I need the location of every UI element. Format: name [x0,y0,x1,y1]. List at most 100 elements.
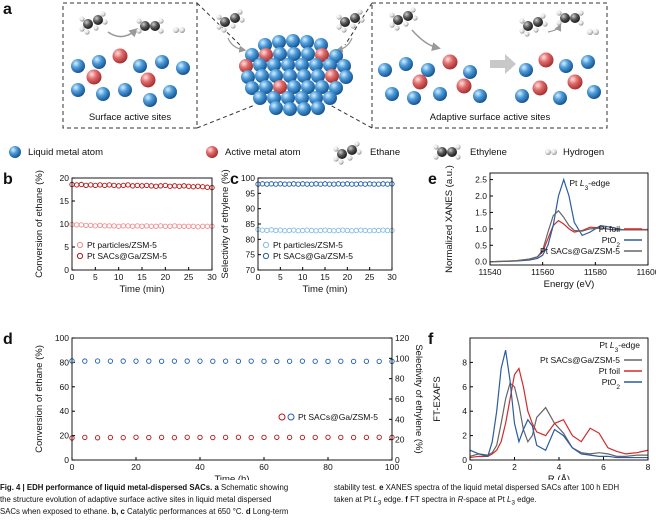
caption-text: b, c [111,507,125,516]
zoom-line [329,104,373,129]
data-point [153,223,159,229]
data-point [371,181,377,187]
data-point [116,223,122,229]
y-tick-label: 0 [64,265,69,275]
caption-text: Fig. 4 | EDH performance of liquid metal… [0,483,213,492]
y-tick-label: 2 [462,431,467,441]
caption-text: -space at Pt [463,495,505,504]
data-point [274,434,280,440]
data-point [268,181,275,187]
data-point [181,183,187,189]
data-point [376,358,382,365]
y-tick-label: 2.5 [475,175,487,185]
y-tick-label: 1.5 [475,207,487,217]
x-tick-label: 6 [601,462,606,472]
caption-text: edge. [517,495,537,504]
y-tick-label: 4 [462,406,467,416]
data-point [222,434,229,441]
data-point [82,434,88,441]
x-axis-label: R (Å) [548,474,570,480]
data-point [171,358,178,364]
data-point [326,181,333,187]
data-point [116,183,122,189]
annotation-part: Pt [569,178,578,188]
data-point [197,358,203,364]
data-point [148,183,154,189]
panel-letter: d [3,331,13,348]
caption-text: edge. [383,495,404,504]
data-point [304,227,310,233]
data-point [92,223,98,229]
x-tick-label: 15 [137,272,147,282]
x-tick-label: 100 [385,462,399,472]
legend-text: Liquid metal atom [28,147,103,158]
legend-text: Pt SACs@Ga/ZSM-5 [540,246,620,256]
caption-text: a [214,483,219,492]
legend-text: Pt SACs@Ga/ZSM-5 [87,251,167,261]
data-point [331,181,337,187]
y-tick-label: 40 [60,406,70,416]
x-tick-label: 20 [131,462,141,472]
data-point [181,223,187,229]
data-point [259,227,266,233]
legend-text: Pt particles/ZSM-5 [87,240,157,250]
y-tick-label: 100 [55,333,69,343]
caption-text: d [245,507,251,516]
data-point [144,182,150,189]
data-point [353,227,359,234]
caption-text: f [405,495,408,504]
zoom-line [196,104,256,129]
panel-letter: c [230,171,239,188]
cluster [239,34,353,116]
data-point [78,181,84,188]
data-point [291,227,297,233]
data-point [102,182,108,189]
data-point [335,227,342,234]
data-point [312,434,318,441]
y-axis-label: Normalized XANES (a.u.) [444,165,455,273]
data-point [363,358,370,364]
plot-frame [489,172,649,266]
x-axis-label: Time (min) [119,284,164,295]
data-point [259,181,266,187]
data-point [340,227,346,233]
y2-tick-label: 80 [395,374,405,384]
y-tick-label: 0.5 [475,240,487,250]
data-point [158,183,164,189]
panel-b: b 0 5 10 15 20 25 30 0 5 10 15 20 Time (min) Conversio… [3,170,217,295]
y-axis-label: Conversion of ethane (%) [34,345,45,453]
panel-a: a Surface active sites Adaptive surface … [3,1,608,165]
data-point [380,181,386,187]
annotation-part: Pt [599,340,608,350]
plot-frame [71,337,393,461]
y-tick-label: 0 [64,455,69,465]
panel-c: c 0 5 10 15 20 25 30 70 75 80 85 90 95 100 Time (min) Se… [220,169,397,295]
y-tick-label: 90 [246,204,256,214]
y2-tick-label: 20 [395,435,405,445]
data-point [273,181,279,187]
data-point [222,358,229,364]
x-tick-label: 0 [468,462,473,472]
data-point [210,434,216,441]
data-point [130,223,136,229]
data-point [371,227,377,234]
series-line [469,350,648,459]
data-point [167,183,173,189]
y-tick-label: 70 [246,265,256,275]
y-tick-label: 1.0 [475,224,487,234]
data-point [144,223,150,229]
data-point [367,181,373,187]
caption-text: taken at Pt [334,495,372,504]
annotation-part: 3 [615,347,619,354]
x-tick-label: 4 [557,462,562,472]
caption-right: stability test. e XANES spectra of the l… [334,482,619,510]
x-tick-label: 5 [93,272,98,282]
data-point [235,434,242,440]
data-point [162,182,168,189]
panel-letter: e [428,171,437,188]
data-point [172,223,178,229]
series-line [469,367,649,459]
data-point [338,434,344,441]
